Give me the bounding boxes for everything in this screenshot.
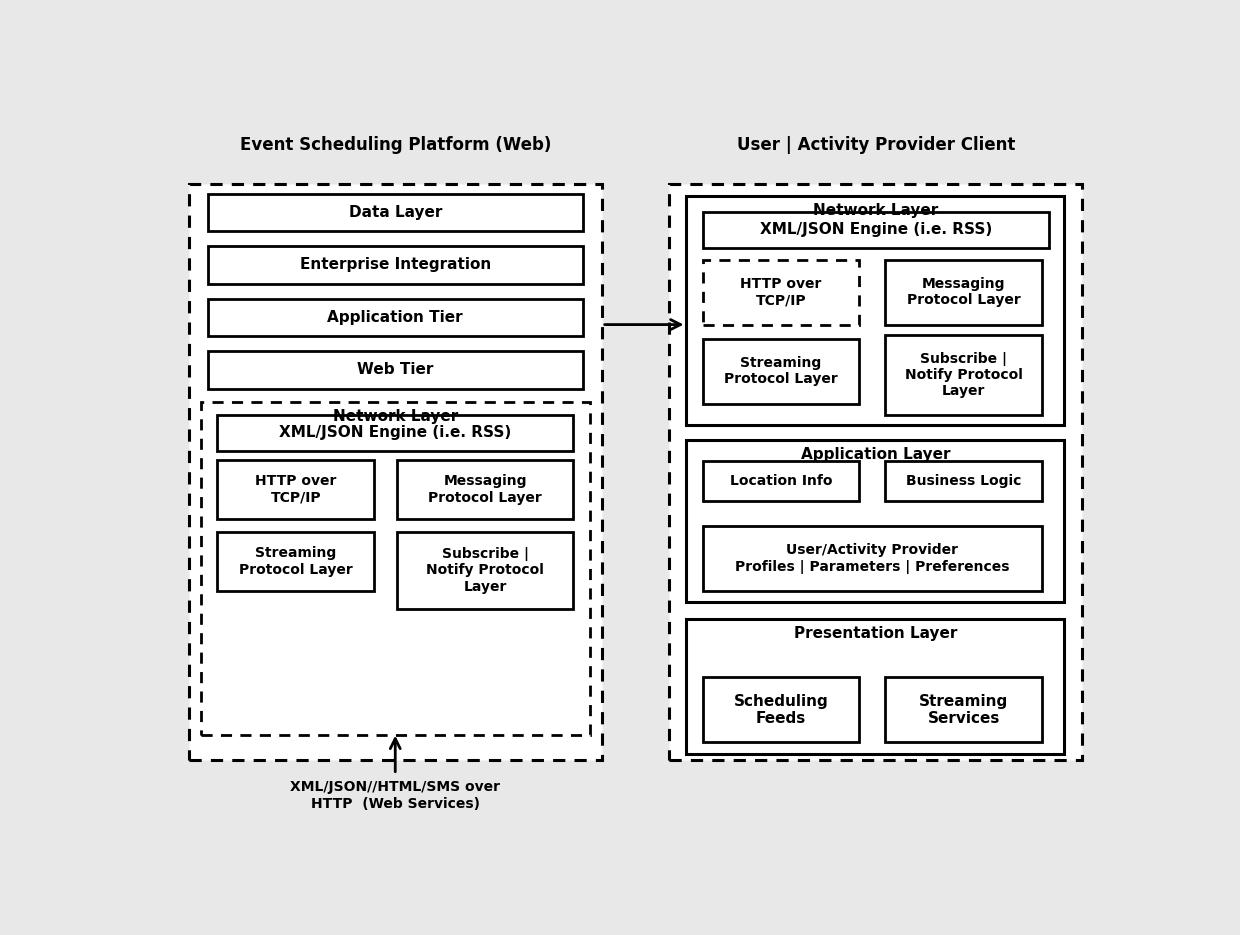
Text: Subscribe |
Notify Protocol
Layer: Subscribe | Notify Protocol Layer (427, 547, 544, 594)
Text: Messaging
Protocol Layer: Messaging Protocol Layer (428, 474, 542, 505)
Bar (217, 460, 374, 519)
Text: User/Activity Provider
Profiles | Parameters | Preferences: User/Activity Provider Profiles | Parame… (735, 543, 1009, 574)
Text: Streaming
Services: Streaming Services (919, 694, 1008, 726)
Bar (670, 184, 1083, 760)
Text: Enterprise Integration: Enterprise Integration (300, 257, 491, 272)
Bar (885, 336, 1042, 414)
Bar (687, 439, 1064, 602)
Bar (687, 619, 1064, 755)
Text: XML/JSON//HTML/SMS over
HTTP  (Web Services): XML/JSON//HTML/SMS over HTTP (Web Servic… (290, 781, 500, 811)
Bar (687, 196, 1064, 425)
Bar (703, 526, 1042, 591)
Bar (397, 532, 573, 609)
Bar (703, 677, 859, 742)
Bar (397, 460, 573, 519)
Bar (188, 184, 601, 760)
Bar (885, 461, 1042, 501)
Text: Streaming
Protocol Layer: Streaming Protocol Layer (724, 356, 838, 386)
Text: HTTP over
TCP/IP: HTTP over TCP/IP (740, 277, 822, 308)
Bar (208, 298, 583, 336)
Text: Data Layer: Data Layer (348, 205, 441, 220)
Text: Event Scheduling Platform (Web): Event Scheduling Platform (Web) (239, 136, 551, 153)
Text: Application Layer: Application Layer (801, 447, 950, 462)
Text: XML/JSON Engine (i.e. RSS): XML/JSON Engine (i.e. RSS) (760, 222, 992, 237)
Bar (217, 414, 573, 451)
Text: Network Layer: Network Layer (334, 410, 459, 424)
Text: Location Info: Location Info (730, 474, 832, 488)
Text: Messaging
Protocol Layer: Messaging Protocol Layer (906, 277, 1021, 308)
Bar (885, 260, 1042, 324)
Bar (217, 532, 374, 591)
Bar (703, 260, 859, 324)
Text: Scheduling
Feeds: Scheduling Feeds (734, 694, 828, 726)
Text: Business Logic: Business Logic (906, 474, 1022, 488)
Bar (703, 461, 859, 501)
Text: Web Tier: Web Tier (357, 363, 434, 378)
Bar (208, 194, 583, 231)
Text: HTTP over
TCP/IP: HTTP over TCP/IP (255, 474, 336, 505)
Bar (703, 211, 1049, 248)
Text: XML/JSON Engine (i.e. RSS): XML/JSON Engine (i.e. RSS) (279, 425, 511, 440)
Bar (885, 677, 1042, 742)
Text: Presentation Layer: Presentation Layer (794, 626, 957, 641)
Bar (208, 246, 583, 283)
Bar (208, 352, 583, 389)
Text: Subscribe |
Notify Protocol
Layer: Subscribe | Notify Protocol Layer (905, 352, 1023, 398)
Text: Application Tier: Application Tier (327, 309, 463, 324)
Text: User | Activity Provider Client: User | Activity Provider Client (737, 136, 1014, 153)
Bar (201, 402, 590, 735)
Bar (703, 339, 859, 404)
Text: Network Layer: Network Layer (812, 203, 937, 219)
Text: Streaming
Protocol Layer: Streaming Protocol Layer (239, 546, 352, 577)
